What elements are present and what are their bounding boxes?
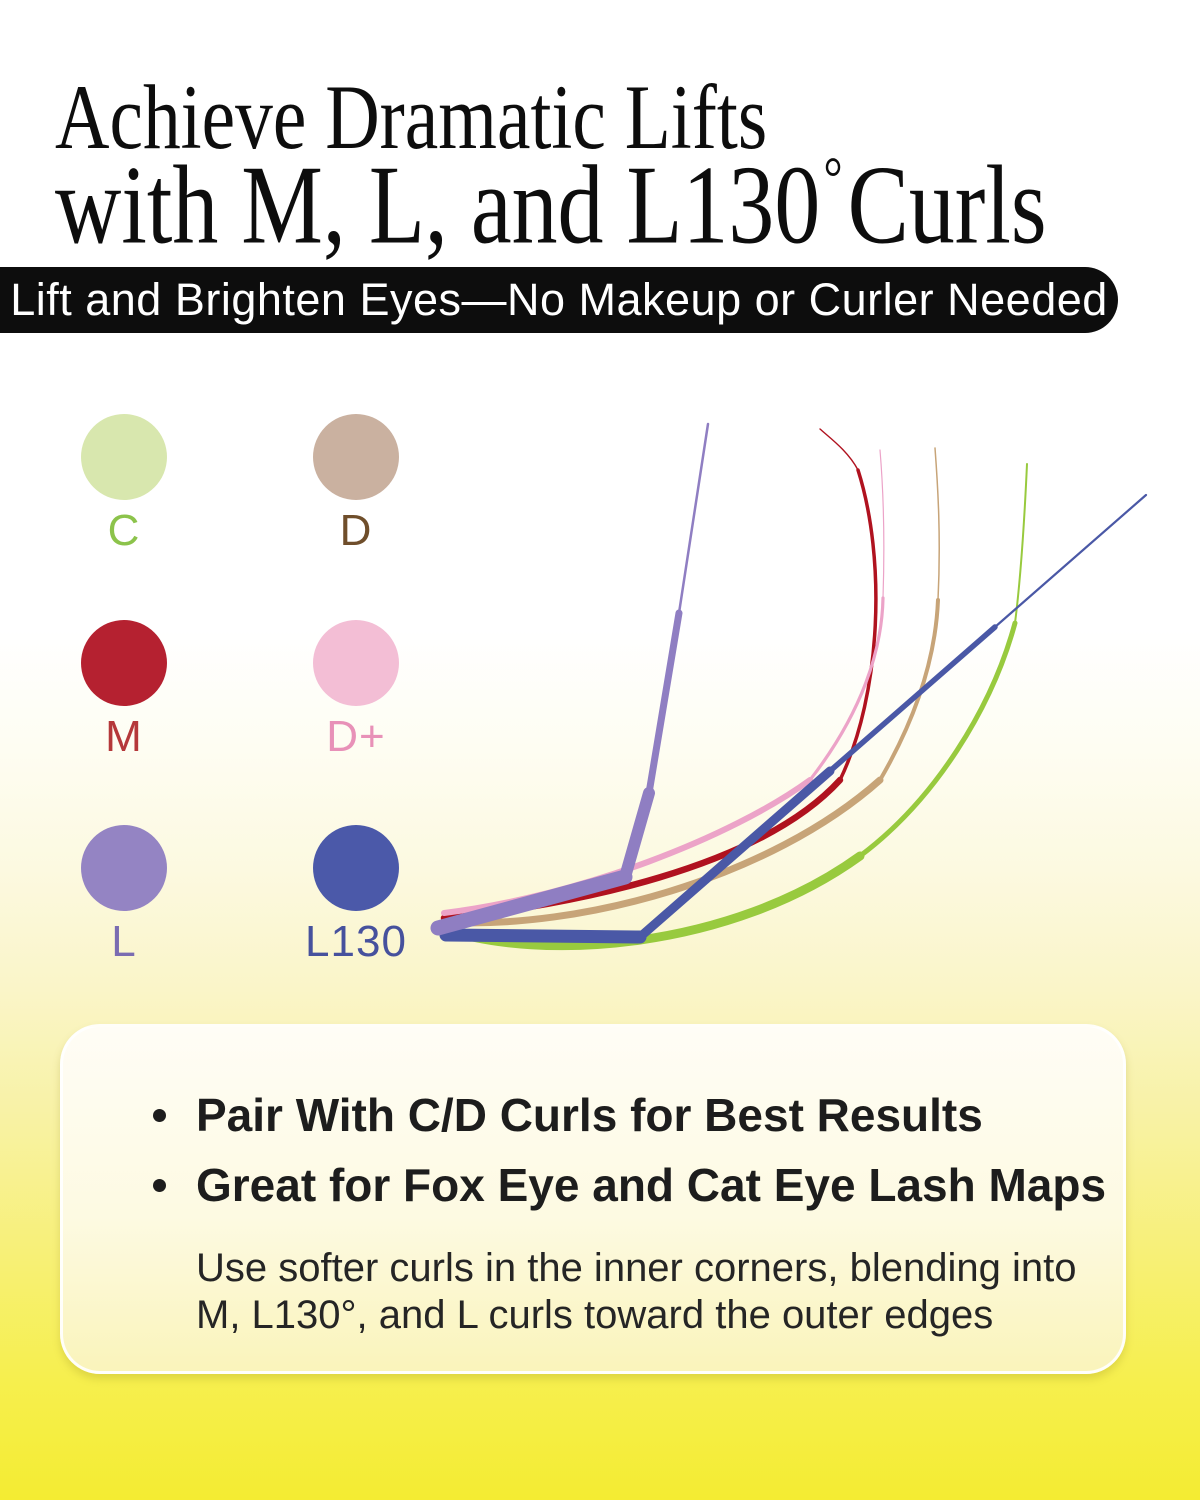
tips-note: Use softer curls in the inner corners, b… [196,1245,1083,1339]
curl-d-label: D [339,506,373,555]
page-title-line1: Achieve Dramatic Lifts [55,66,768,168]
curl-l-curve [430,422,710,936]
curl-d-swatch [313,414,399,500]
degree-symbol: ° [823,145,843,210]
tips-box: Pair With C/D Curls for Best Results Gre… [60,1024,1126,1374]
tip-text: Great for Fox Eye and Cat Eye Lash Maps [196,1159,1107,1211]
curl-m-swatch [81,620,167,706]
title-line2-suffix: Curls [847,143,1047,268]
curl-c-swatch [81,414,167,500]
legend-item-d: D [296,414,416,553]
tip-item: Pair With C/D Curls for Best Results [123,1091,1083,1139]
legend-item-m: M [64,620,184,759]
bullet-icon [153,1108,166,1122]
subtitle-banner: Lift and Brighten Eyes—No Makeup or Curl… [0,267,1118,333]
legend-item-c: C [64,414,184,553]
bullet-icon [153,1178,166,1192]
curl-dplus-label: D+ [326,712,386,761]
legend-item-dplus: D+ [296,620,416,759]
title-line2-prefix: with M, L, and L130 [55,143,821,268]
curl-dplus-swatch [313,620,399,706]
curl-l130-curve [439,493,1148,944]
tips-note-line2: M, L130°, and L curls toward the outer e… [196,1293,994,1338]
curl-m-curve [440,428,878,922]
legend-item-l130: L130 [296,825,416,964]
page-title-line2: with M, L, and L130°Curls [55,145,1047,261]
tip-text: Pair With C/D Curls for Best Results [196,1089,983,1141]
lash-curl-diagram [430,422,1148,951]
tips-note-line1: Use softer curls in the inner corners, b… [196,1246,1077,1290]
tip-item: Great for Fox Eye and Cat Eye Lash Maps [123,1161,1106,1209]
curl-m-label: M [105,712,143,761]
curl-l130-label: L130 [305,917,407,966]
curl-l130-swatch [313,825,399,911]
curl-l-label: L [111,917,137,966]
curl-l-swatch [81,825,167,911]
curl-dplus-curve [441,449,885,916]
legend-item-l: L [64,825,184,964]
curl-d-curve [440,447,940,927]
curl-c-label: C [107,506,141,555]
subtitle-banner-text: Lift and Brighten Eyes—No Makeup or Curl… [10,274,1108,325]
